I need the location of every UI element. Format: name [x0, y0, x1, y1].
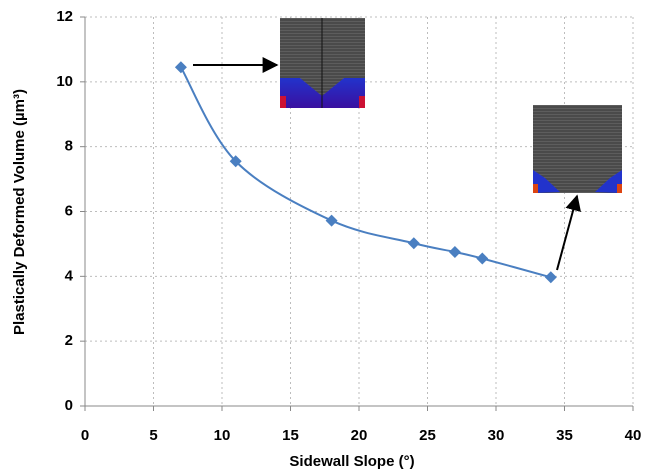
x-tick-label: 25 — [419, 427, 436, 444]
y-axis-label: Plastically Deformed Volume (µm³) — [11, 89, 28, 335]
y-tick-label: 2 — [65, 332, 73, 349]
x-tick-label: 40 — [625, 427, 642, 444]
line — [180, 66, 552, 279]
arrow — [556, 194, 581, 271]
marker — [229, 155, 242, 168]
x-tick-label: 5 — [149, 427, 157, 444]
inset-image — [280, 18, 365, 108]
y-tick-label: 12 — [56, 8, 73, 25]
marker — [476, 252, 489, 265]
inset-image — [533, 105, 622, 193]
x-tick-label: 30 — [488, 427, 505, 444]
x-tick-label: 10 — [214, 427, 231, 444]
y-tick-label: 0 — [65, 397, 73, 414]
y-tick-label: 10 — [56, 73, 73, 90]
x-tick-label: 0 — [81, 427, 89, 444]
y-tick-label: 4 — [65, 267, 74, 284]
y-tick-label: 8 — [65, 138, 73, 155]
marker — [174, 61, 187, 74]
x-tick-label: 35 — [556, 427, 573, 444]
marker — [448, 246, 461, 259]
x-axis-label: Sidewall Slope (°) — [289, 453, 414, 470]
y-tick-label: 6 — [65, 202, 73, 219]
marker — [544, 271, 557, 284]
x-tick-label: 20 — [351, 427, 368, 444]
x-tick-label: 15 — [282, 427, 299, 444]
marker — [407, 237, 420, 250]
marker — [325, 214, 338, 227]
